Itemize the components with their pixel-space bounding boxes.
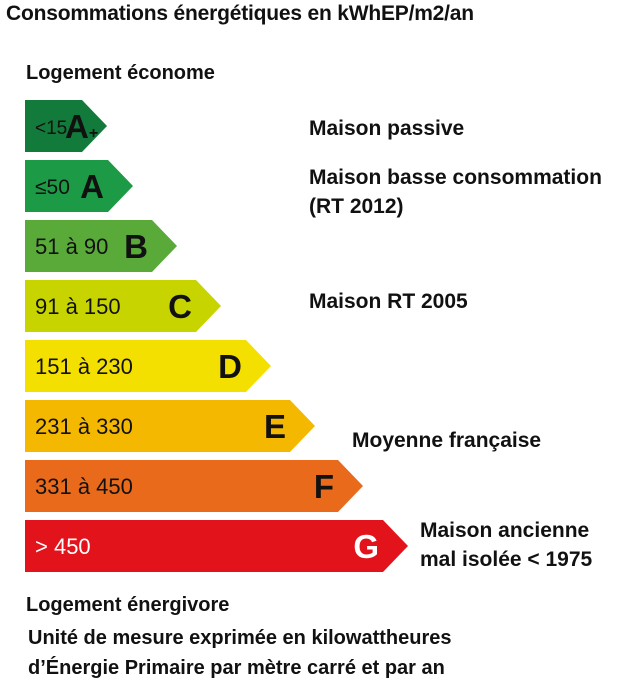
annotation-line: (RT 2012) <box>309 195 404 218</box>
energy-class-e: 231 à 330 E <box>25 400 315 452</box>
energy-bar-g <box>25 520 408 572</box>
energy-class-f: 331 à 450 F <box>25 460 363 512</box>
annotation-line: Maison RT 2005 <box>309 290 468 313</box>
footnote-line-1: Unité de mesure exprimée en kilowattheur… <box>28 627 452 649</box>
class-letter-a-plus: A+ <box>65 108 98 145</box>
energy-bar-f <box>25 460 363 512</box>
energy-bar-a <box>25 160 133 212</box>
range-label-f: 331 à 450 <box>35 474 133 499</box>
energy-class-a-plus: <15A+ <box>25 100 107 152</box>
annotation-g: Maison ancienne mal isolée < 1975 <box>420 516 592 574</box>
annotation-c: Maison RT 2005 <box>309 287 468 316</box>
annotation-line: Maison basse consommation <box>309 166 602 189</box>
energy-class-b: 51 à 90 B <box>25 220 177 272</box>
annotation-e: Moyenne française <box>352 426 541 455</box>
label-energy-intensive-housing: Logement énergivore <box>26 594 230 616</box>
energy-bar-c <box>25 280 221 332</box>
label-economical-housing: Logement économe <box>26 62 215 84</box>
range-label-g: > 450 <box>35 534 91 559</box>
range-label-a-plus: <15 <box>35 118 67 139</box>
energy-class-c: 91 à 150 C <box>25 280 221 332</box>
energy-class-g: > 450 G <box>25 520 408 572</box>
annotation-a-plus: Maison passive <box>309 114 464 143</box>
class-letter-f: F <box>314 468 334 505</box>
range-label-a: ≤50 <box>35 176 70 199</box>
range-label-e: 231 à 330 <box>35 414 133 439</box>
annotation-line: mal isolée < 1975 <box>420 548 593 571</box>
chart-title: Consommations énergétiques en kWhEP/m2/a… <box>6 2 474 25</box>
class-letter-a: A <box>80 168 104 205</box>
energy-class-a: ≤50 A <box>25 160 133 212</box>
annotation-a: Maison basse consommation (RT 2012) <box>309 163 602 221</box>
energy-bar-d <box>25 340 271 392</box>
class-letter-b: B <box>124 228 148 265</box>
footnote-line-2: d’Énergie Primaire par mètre carré et pa… <box>28 657 445 679</box>
annotation-line: Moyenne française <box>352 429 542 452</box>
class-letter-d: D <box>218 348 242 385</box>
energy-class-d: 151 à 230 D <box>25 340 271 392</box>
class-letter-e: E <box>264 408 286 445</box>
energy-bar-a-plus <box>25 100 107 152</box>
annotation-line: Maison ancienne <box>420 519 590 542</box>
energy-bar-e <box>25 400 315 452</box>
annotation-line: Maison passive <box>309 117 465 140</box>
energy-bar-b <box>25 220 177 272</box>
range-label-b: 51 à 90 <box>35 234 108 259</box>
range-label-c: 91 à 150 <box>35 294 121 319</box>
range-label-d: 151 à 230 <box>35 354 133 379</box>
class-letter-c: C <box>168 288 192 325</box>
class-letter-g: G <box>353 528 379 565</box>
unit-footnote: Unité de mesure exprimée en kilowattheur… <box>28 623 452 683</box>
